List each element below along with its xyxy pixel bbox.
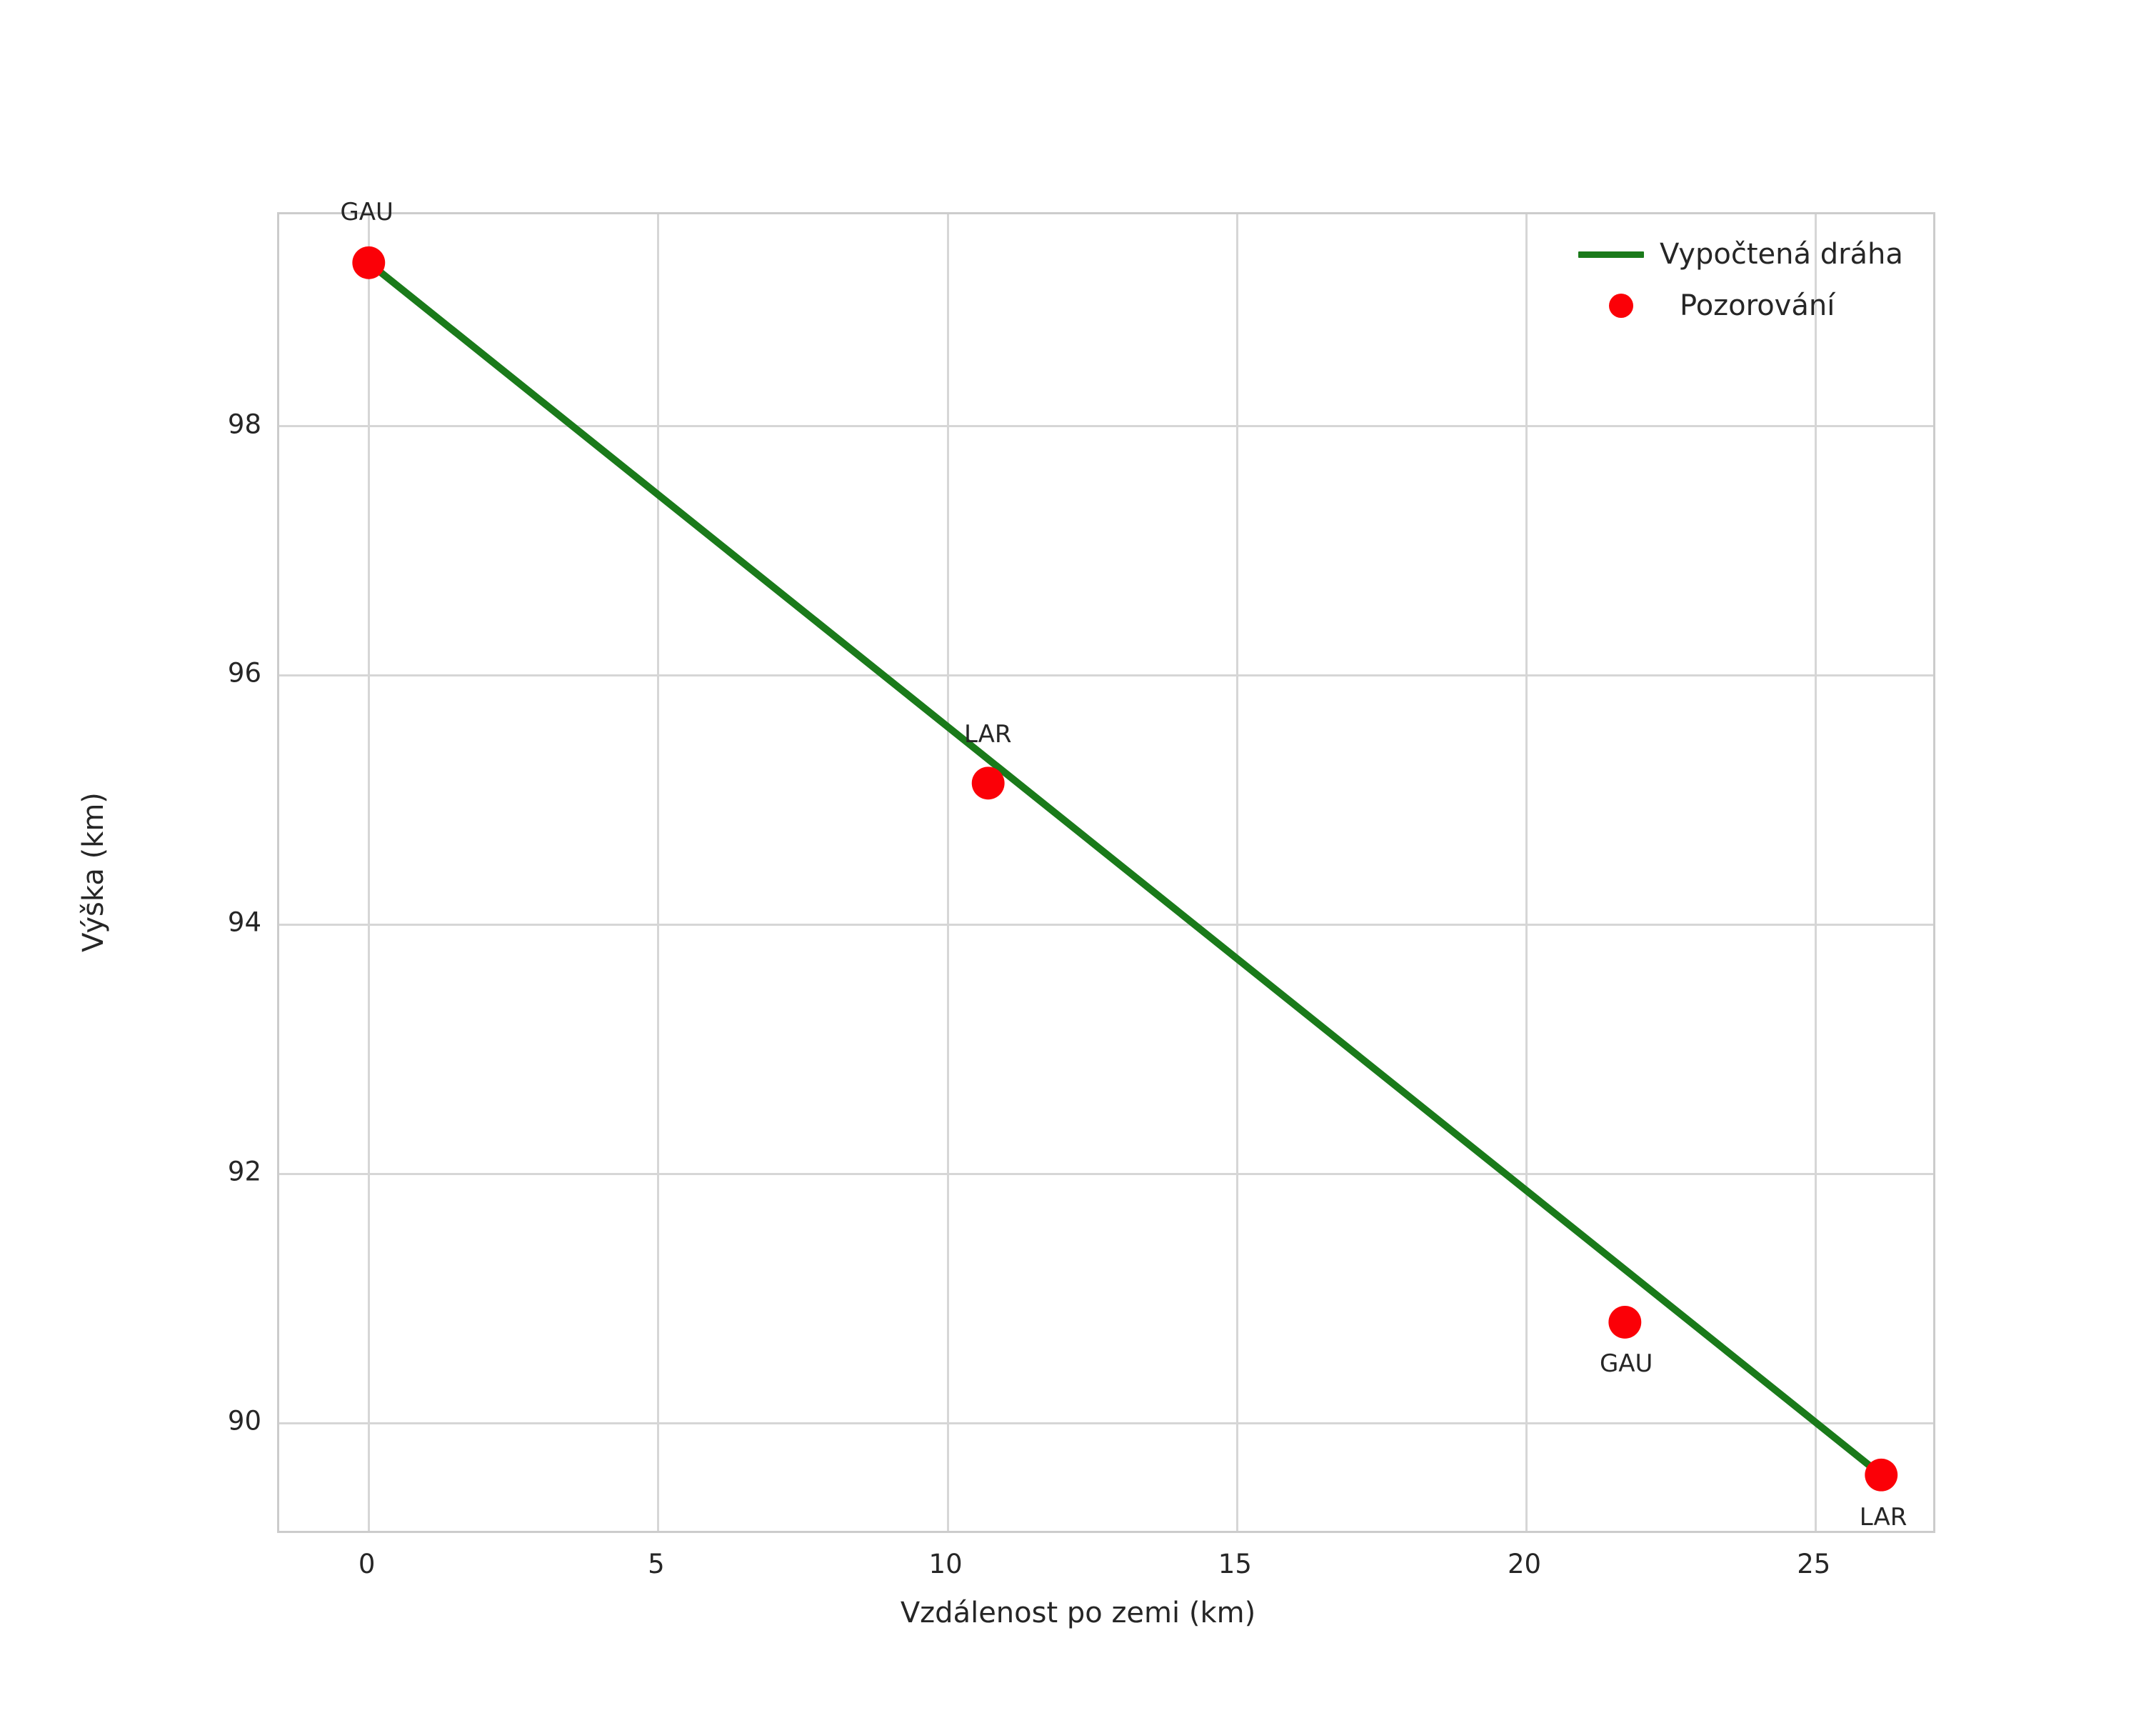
trajectory-polyline — [365, 259, 1885, 1479]
gridline-vertical — [946, 214, 949, 1531]
point-label-gau: GAU — [340, 198, 393, 227]
x-tick-label: 10 — [928, 1549, 963, 1579]
legend-entry-observation: Pozorování — [1578, 280, 1892, 331]
x-tick-label: 20 — [1508, 1549, 1542, 1579]
gridline-horizontal — [279, 425, 1933, 428]
plot-area — [277, 212, 1935, 1533]
x-axis-label: Vzdálenost po zemi (km) — [900, 1597, 1256, 1629]
observation-markers — [352, 246, 1898, 1492]
legend-dot-swatch — [1578, 294, 1664, 318]
legend-label-observation: Pozorování — [1680, 289, 1835, 322]
y-tick-label: 98 — [227, 409, 261, 440]
gridline-horizontal — [279, 1172, 1933, 1175]
y-axis-label: Výška (km) — [77, 792, 110, 952]
gridline-vertical — [368, 214, 371, 1531]
y-tick-label: 92 — [227, 1156, 261, 1187]
observation-point — [1608, 1305, 1642, 1339]
y-tick-label: 94 — [227, 907, 261, 938]
gridline-horizontal — [279, 674, 1933, 676]
data-layer — [352, 246, 1898, 1492]
x-tick-label: 25 — [1797, 1549, 1831, 1579]
observation-point — [1865, 1458, 1898, 1492]
gridline-vertical — [1525, 214, 1528, 1531]
gridline-vertical — [1815, 214, 1817, 1531]
point-label-lar: LAR — [963, 719, 1012, 749]
gridline-horizontal — [279, 923, 1933, 926]
point-label-lar: LAR — [1859, 1502, 1907, 1532]
observation-point — [971, 766, 1005, 800]
gridline-vertical — [657, 214, 660, 1531]
point-label-gau: GAU — [1599, 1349, 1653, 1378]
legend-entry-trajectory: Vypočtená dráha — [1578, 229, 1903, 280]
x-tick-label: 15 — [1218, 1549, 1252, 1579]
gridline-vertical — [1235, 214, 1238, 1531]
x-tick-label: 5 — [648, 1549, 665, 1579]
y-tick-label: 90 — [227, 1405, 261, 1437]
observation-point — [352, 246, 386, 279]
gridline-horizontal — [279, 1422, 1933, 1424]
chart-legend: Vypočtená dráha Pozorování — [1578, 229, 1903, 331]
trajectory-line — [365, 259, 1885, 1479]
legend-line-swatch — [1578, 251, 1644, 258]
x-tick-label: 0 — [358, 1549, 376, 1579]
y-tick-label: 96 — [227, 657, 261, 689]
legend-label-trajectory: Vypočtená dráha — [1660, 238, 1903, 271]
